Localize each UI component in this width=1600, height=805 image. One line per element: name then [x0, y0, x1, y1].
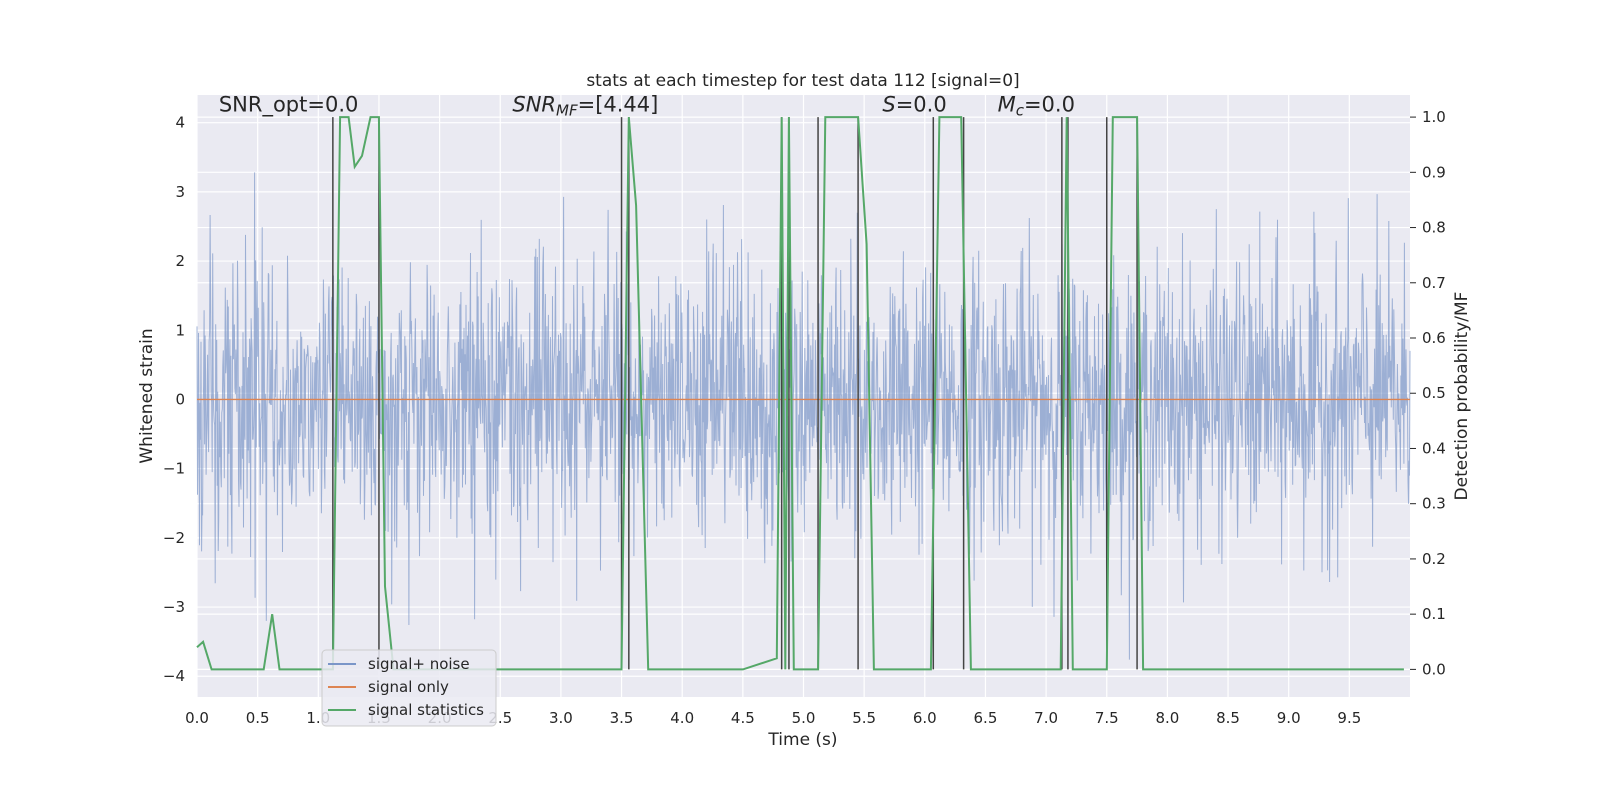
x-tick-label: 4.0	[670, 709, 694, 727]
y-right-tick-label: 0.6	[1422, 329, 1446, 347]
y-left-tick-label: −1	[163, 460, 185, 478]
x-axis-label: Time (s)	[767, 730, 837, 750]
x-tick-label: 5.0	[792, 709, 816, 727]
y-left-tick-label: 3	[175, 183, 185, 201]
y-right-tick-label: 0.4	[1422, 439, 1446, 457]
annotations: SNR_opt=0.0 SNRMF=[4.44] S=0.0 Mc=0.0	[219, 92, 1075, 119]
x-tick-label: 6.0	[913, 709, 937, 727]
annotation: SNRMF=[4.44]	[512, 92, 658, 119]
legend-label: signal+ noise	[368, 655, 470, 673]
y-right-tick-label: 0.1	[1422, 605, 1446, 623]
y-right-tick-label: 0.7	[1422, 274, 1446, 292]
x-tick-label: 4.5	[731, 709, 755, 727]
x-tick-label: 6.5	[974, 709, 998, 727]
y-right-tick-label: 0.9	[1422, 163, 1446, 181]
legend-label: signal statistics	[368, 701, 484, 719]
signal-plus-noise-line	[196, 172, 1411, 660]
y-left-tick-label: 1	[175, 321, 185, 339]
x-tick-label: 8.5	[1216, 709, 1240, 727]
y-left-tick-label: 4	[175, 114, 185, 132]
y-axis-left-label: Whitened strain	[137, 328, 157, 463]
annotation: S=0.0	[882, 92, 946, 116]
y-axis-left: 4 3 2 1 0 −1 −2 −3 −4	[163, 114, 185, 686]
noise-series	[196, 172, 1411, 660]
y-right-tick-label: 1.0	[1422, 108, 1446, 126]
x-tick-label: 8.0	[1155, 709, 1179, 727]
y-right-tick-label: 0.5	[1422, 384, 1446, 402]
legend-box	[321, 649, 497, 727]
x-tick-label: 3.0	[549, 709, 573, 727]
x-tick-label: 5.5	[852, 709, 876, 727]
x-tick-label: 9.5	[1337, 709, 1361, 727]
legend: signal+ noise signal only signal statistic…	[321, 649, 497, 727]
y-left-tick-label: −4	[163, 667, 185, 685]
y-left-tick-label: −3	[163, 598, 185, 616]
x-tick-label: 7.0	[1034, 709, 1058, 727]
y-axis-right-label: Detection probability/MF	[1452, 292, 1472, 501]
y-right-tick-label: 0.8	[1422, 219, 1446, 237]
y-axis-right: 1.0 0.9 0.8 0.7 0.6 0.5 0.4 0.3 0.2 0.1 0.0	[1410, 108, 1446, 678]
annotation: Mc=0.0	[998, 92, 1075, 119]
y-right-tick-label: 0.3	[1422, 495, 1446, 513]
y-left-tick-label: 2	[175, 252, 185, 270]
x-tick-label: 0.5	[246, 709, 270, 727]
y-left-tick-label: 0	[175, 390, 185, 408]
event-lines	[332, 117, 1138, 670]
x-tick-label: 9.0	[1277, 709, 1301, 727]
annotation: SNR_opt=0.0	[219, 92, 359, 117]
y-right-tick-label: 0.0	[1422, 660, 1446, 678]
x-tick-label: 3.5	[610, 709, 634, 727]
x-tick-label: 0.0	[185, 709, 209, 727]
y-right-tick-label: 0.2	[1422, 550, 1446, 568]
y-left-tick-label: −2	[163, 529, 185, 547]
legend-label: signal only	[368, 678, 449, 696]
x-tick-label: 7.5	[1095, 709, 1119, 727]
chart-title: stats at each timestep for test data 112…	[586, 71, 1019, 91]
